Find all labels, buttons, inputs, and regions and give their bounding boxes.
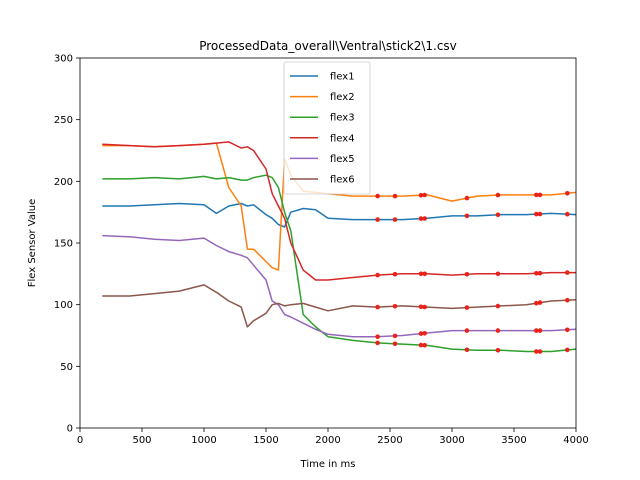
series-line-flex4 [102, 141, 576, 281]
x-tick-label: 0 [77, 435, 83, 446]
legend-label-flex4: flex4 [330, 133, 355, 144]
marker-flex6-2780 [422, 304, 428, 310]
y-axis: 0 50 100 150 200 250 300 [54, 54, 80, 435]
marker-flex2-3370 [495, 192, 501, 198]
marker-flex5-3710 [537, 328, 543, 333]
marker-flex3-3370 [495, 348, 501, 353]
legend-label-flex3: flex3 [330, 113, 355, 124]
marker-flex6-2400 [375, 304, 380, 310]
marker-flex5-3680 [534, 328, 539, 333]
x-tick-label: 2000 [315, 435, 340, 446]
y-tick-label: 200 [54, 177, 73, 188]
legend-label-flex6: flex6 [330, 175, 355, 186]
series-line-flex5 [102, 234, 577, 338]
legend-label-flex1: flex1 [330, 72, 355, 83]
y-tick-label: 150 [54, 239, 73, 250]
marker-flex3-2780 [422, 342, 428, 348]
marker-flex3-3930 [565, 347, 570, 353]
x-tick-label: 500 [132, 435, 151, 446]
x-tick-label: 1500 [253, 435, 278, 446]
marker-flex1-2540 [392, 217, 398, 222]
y-tick-label: 250 [54, 115, 73, 126]
marker-flex4-3120 [464, 272, 470, 277]
y-tick-label: 0 [67, 424, 73, 435]
x-tick-label: 2500 [377, 435, 402, 446]
marker-flex5-3370 [495, 328, 501, 333]
marker-flex1-3930 [565, 211, 570, 217]
marker-flex4-3930 [565, 270, 570, 275]
marker-flex4-2750 [418, 271, 424, 277]
marker-flex4-2540 [392, 271, 398, 277]
chart-title: ProcessedData_overall\Ventral\stick2\1.c… [199, 39, 457, 53]
marker-flex6-3930 [565, 297, 570, 303]
y-tick-label: 100 [54, 300, 73, 311]
x-axis-label: Time in ms [300, 459, 356, 470]
marker-flex4-2780 [422, 271, 428, 277]
marker-flex1-3370 [495, 212, 501, 218]
marker-flex1-2780 [422, 216, 428, 221]
x-tick-label: 1000 [191, 435, 216, 446]
legend-label-flex5: flex5 [330, 154, 355, 165]
marker-flex5-2400 [375, 334, 380, 340]
marker-flex1-3710 [537, 211, 543, 217]
marker-flex5-3120 [464, 328, 470, 333]
series-line-flex6 [102, 284, 577, 328]
marker-flex5-2780 [422, 331, 428, 336]
marker-flex5-3930 [565, 327, 570, 333]
marker-flex2-3120 [464, 195, 470, 201]
marker-flex2-2540 [392, 193, 398, 199]
marker-flex2-3710 [537, 192, 543, 198]
marker-layer [375, 191, 570, 354]
marker-flex1-3680 [534, 211, 539, 217]
marker-flex2-3680 [534, 192, 539, 198]
marker-flex3-2400 [375, 340, 380, 346]
x-tick-label: 3500 [501, 435, 526, 446]
marker-flex3-3120 [464, 347, 470, 353]
marker-flex6-2750 [418, 304, 424, 310]
marker-flex1-2750 [418, 216, 424, 221]
legend-label-flex2: flex2 [330, 92, 355, 103]
marker-flex6-3680 [534, 300, 539, 306]
marker-flex4-3370 [495, 271, 501, 277]
x-tick-label: 3000 [439, 435, 464, 446]
marker-flex3-3710 [537, 349, 543, 354]
x-tick-label: 4000 [563, 435, 588, 446]
marker-flex3-3680 [534, 349, 539, 354]
marker-flex2-3930 [565, 191, 570, 196]
marker-flex5-2540 [392, 333, 398, 339]
marker-flex1-2400 [375, 217, 380, 222]
marker-flex6-3370 [495, 303, 501, 309]
marker-flex6-2540 [392, 304, 398, 309]
legend-box [283, 61, 371, 195]
series-line-flex3 [102, 174, 577, 353]
marker-flex5-2750 [418, 331, 424, 336]
marker-flex3-2540 [392, 341, 398, 347]
marker-flex4-2400 [375, 272, 380, 278]
legend: flex1 flex2 flex3 flex4 flex5 flex6 [283, 61, 371, 195]
marker-flex4-3710 [537, 270, 543, 276]
marker-flex2-2750 [418, 192, 424, 198]
marker-flex6-3710 [537, 300, 543, 305]
x-axis: 0 500 1000 1500 2000 2500 3000 3500 4000 [77, 428, 589, 446]
marker-flex4-3680 [534, 271, 539, 276]
y-axis-label: Flex Sensor Value [27, 199, 38, 288]
y-tick-label: 50 [60, 362, 73, 373]
marker-flex2-2780 [422, 192, 428, 198]
y-tick-label: 300 [54, 54, 73, 65]
marker-flex1-3120 [464, 213, 470, 219]
marker-flex6-3120 [464, 305, 470, 310]
marker-flex2-2400 [375, 193, 380, 199]
marker-flex3-2750 [418, 342, 424, 348]
